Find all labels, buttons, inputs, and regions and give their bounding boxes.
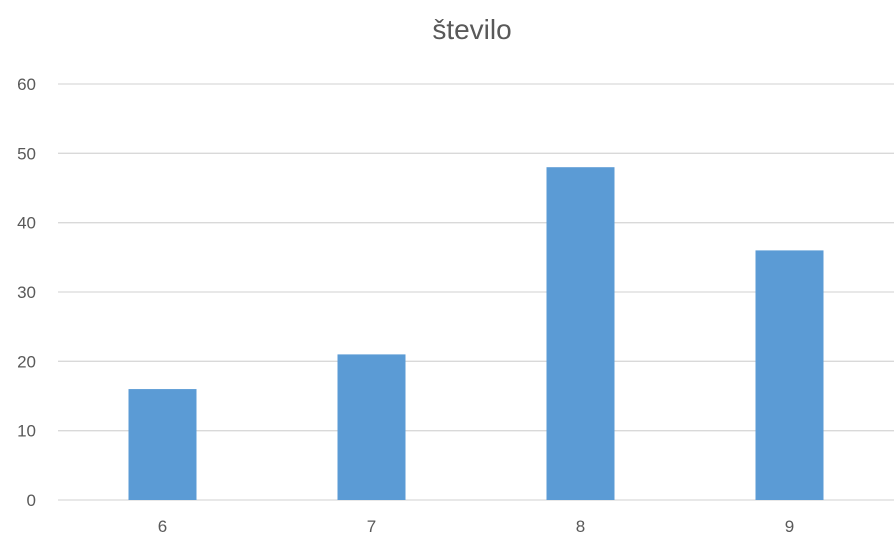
- y-tick-label: 0: [27, 491, 36, 510]
- bar-6: [128, 389, 197, 500]
- y-axis-ticks: 0 10 20 30 40 50 60: [17, 75, 36, 510]
- y-tick-label: 20: [17, 352, 36, 371]
- x-axis-ticks: 6 7 8 9: [158, 517, 794, 536]
- x-tick-label: 7: [367, 517, 376, 536]
- chart-title: število: [432, 14, 512, 45]
- bar-7: [337, 354, 406, 500]
- gridlines: [58, 83, 894, 501]
- x-tick-label: 8: [576, 517, 585, 536]
- bar-9: [755, 250, 824, 500]
- y-tick-label: 60: [17, 75, 36, 94]
- y-tick-label: 50: [17, 144, 36, 163]
- x-tick-label: 6: [158, 517, 167, 536]
- x-tick-label: 9: [785, 517, 794, 536]
- y-tick-label: 10: [17, 422, 36, 441]
- bars: [128, 167, 824, 500]
- y-tick-label: 30: [17, 283, 36, 302]
- bar-8: [546, 167, 615, 500]
- y-tick-label: 40: [17, 214, 36, 233]
